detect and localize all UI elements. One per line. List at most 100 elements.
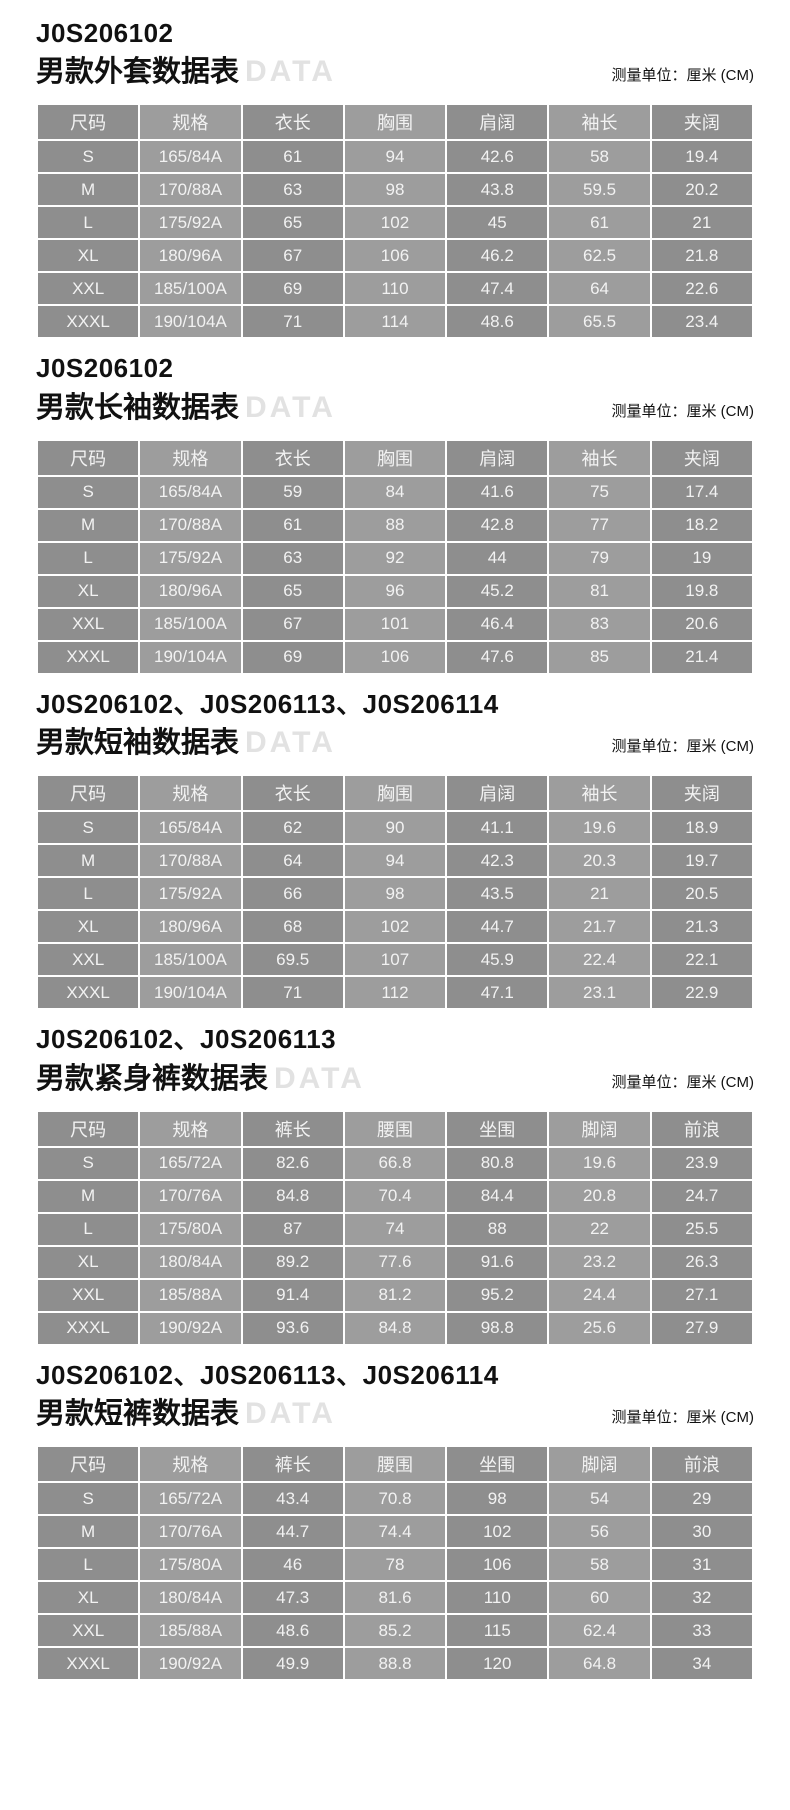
column-header: 尺码 [38,1111,139,1146]
column-header: 肩阔 [447,440,548,475]
column-header: 裤长 [242,1111,343,1146]
table-title: 男款短袖数据表 [36,727,240,760]
measurement-cell: 74 [344,1213,446,1245]
measurement-cell: 20.8 [549,1180,650,1212]
size-cell: M [38,1180,139,1212]
measurement-cell: 71 [242,306,343,338]
measurement-cell: 61 [242,141,343,173]
measurement-cell: 24.7 [651,1180,752,1212]
measurement-cell: 165/72A [140,1483,241,1515]
measurement-cell: 175/92A [140,207,241,239]
table-body: S 165/84A 59 84 41.6 75 17.4 M 170/88A 61 88 42.8 77… [38,476,752,673]
measurement-cell: 94 [344,141,446,173]
table-row: XL 180/96A 65 96 45.2 81 19.8 [38,575,752,607]
measurement-cell: 62.4 [549,1615,650,1647]
measurement-cell: 20.6 [651,608,752,640]
measurement-cell: 26.3 [651,1246,752,1278]
measurement-cell: 44.7 [447,911,548,943]
column-header: 胸围 [344,105,446,140]
column-header: 裤长 [242,1447,343,1482]
measurement-cell: 170/76A [140,1516,241,1548]
measurement-cell: 85.2 [344,1615,446,1647]
size-cell: S [38,812,139,844]
measurement-cell: 96 [344,575,446,607]
measurement-cell: 41.6 [447,476,548,508]
measurement-cell: 190/104A [140,306,241,338]
size-table: 尺码 规格 衣长 胸围 肩阔 袖长 夹阔 S 165/84A 59 84 41.6 75 17.4 M 17… [36,439,754,675]
measurement-cell: 185/88A [140,1615,241,1647]
table-row: XXXL 190/92A 49.9 88.8 120 64.8 34 [38,1648,752,1680]
table-row: S 165/72A 43.4 70.8 98 54 29 [38,1483,752,1515]
table-header-row: 尺码 规格 裤长 腰围 坐围 脚阔 前浪 [38,1447,752,1482]
column-header: 前浪 [651,1447,752,1482]
size-cell: M [38,845,139,877]
measurement-cell: 68 [242,911,343,943]
measurement-cell: 42.8 [447,509,548,541]
table-row: XXL 185/100A 69.5 107 45.9 22.4 22.1 [38,944,752,976]
size-cell: L [38,1213,139,1245]
table-title: 男款长袖数据表 [36,391,240,424]
measurement-cell: 67 [242,240,343,272]
measurement-cell: 180/96A [140,240,241,272]
measurement-cell: 82.6 [242,1147,343,1179]
measurement-cell: 175/80A [140,1549,241,1581]
column-header: 坐围 [447,1447,548,1482]
size-cell: XL [38,1246,139,1278]
measurement-cell: 19.6 [549,1147,650,1179]
column-header: 袖长 [549,105,650,140]
size-cell: S [38,1147,139,1179]
measurement-cell: 66.8 [344,1147,446,1179]
measurement-cell: 63 [242,174,343,206]
measurement-cell: 62 [242,812,343,844]
size-cell: XXL [38,608,139,640]
column-header: 规格 [140,105,241,140]
measurement-cell: 77 [549,509,650,541]
measurement-cell: 42.3 [447,845,548,877]
size-table: 尺码 规格 衣长 胸围 肩阔 袖长 夹阔 S 165/84A 61 94 42.6 58 19.4 M 17… [36,103,754,339]
measurement-cell: 20.3 [549,845,650,877]
column-header: 肩阔 [447,105,548,140]
unit-label: 测量单位：厘米 (CM) [611,1409,755,1427]
measurement-cell: 27.9 [651,1312,752,1344]
table-row: XL 180/84A 47.3 81.6 110 60 32 [38,1582,752,1614]
size-cell: XL [38,240,139,272]
size-table-section: J0S206102、J0S206113、J0S206114 男款短裤数据表 DA… [36,1346,754,1681]
column-header: 衣长 [242,776,343,811]
product-code: J0S206102、J0S206113、J0S206114 [36,1359,499,1390]
measurement-cell: 98 [344,878,446,910]
size-cell: XL [38,911,139,943]
measurement-cell: 47.6 [447,641,548,673]
size-cell: M [38,174,139,206]
column-header: 规格 [140,440,241,475]
size-cell: L [38,1549,139,1581]
measurement-cell: 29 [651,1483,752,1515]
table-row: L 175/80A 46 78 106 58 31 [38,1549,752,1581]
measurement-cell: 185/100A [140,273,241,305]
size-cell: XL [38,1582,139,1614]
size-table-section: J0S206102、J0S206113 男款紧身裤数据表 DATA 测量单位：厘… [36,1010,754,1345]
measurement-cell: 69 [242,273,343,305]
column-header: 夹阔 [651,105,752,140]
column-header: 衣长 [242,440,343,475]
table-header-row: 尺码 规格 衣长 胸围 肩阔 袖长 夹阔 [38,776,752,811]
measurement-cell: 91.6 [447,1246,548,1278]
column-header: 夹阔 [651,776,752,811]
measurement-cell: 89.2 [242,1246,343,1278]
measurement-cell: 22.9 [651,977,752,1009]
table-row: XXL 185/100A 69 110 47.4 64 22.6 [38,273,752,305]
measurement-cell: 175/80A [140,1213,241,1245]
measurement-cell: 106 [344,240,446,272]
measurement-cell: 18.2 [651,509,752,541]
measurement-cell: 102 [344,207,446,239]
table-body: S 165/72A 82.6 66.8 80.8 19.6 23.9 M 170/76A 84.8… [38,1147,752,1344]
measurement-cell: 21.3 [651,911,752,943]
measurement-cell: 79 [549,542,650,574]
table-row: XL 180/84A 89.2 77.6 91.6 23.2 26.3 [38,1246,752,1278]
measurement-cell: 32 [651,1582,752,1614]
measurement-cell: 75 [549,476,650,508]
table-row: XXXL 190/104A 71 114 48.6 65.5 23.4 [38,306,752,338]
measurement-cell: 47.3 [242,1582,343,1614]
measurement-cell: 69 [242,641,343,673]
measurement-cell: 175/92A [140,542,241,574]
column-header: 规格 [140,776,241,811]
